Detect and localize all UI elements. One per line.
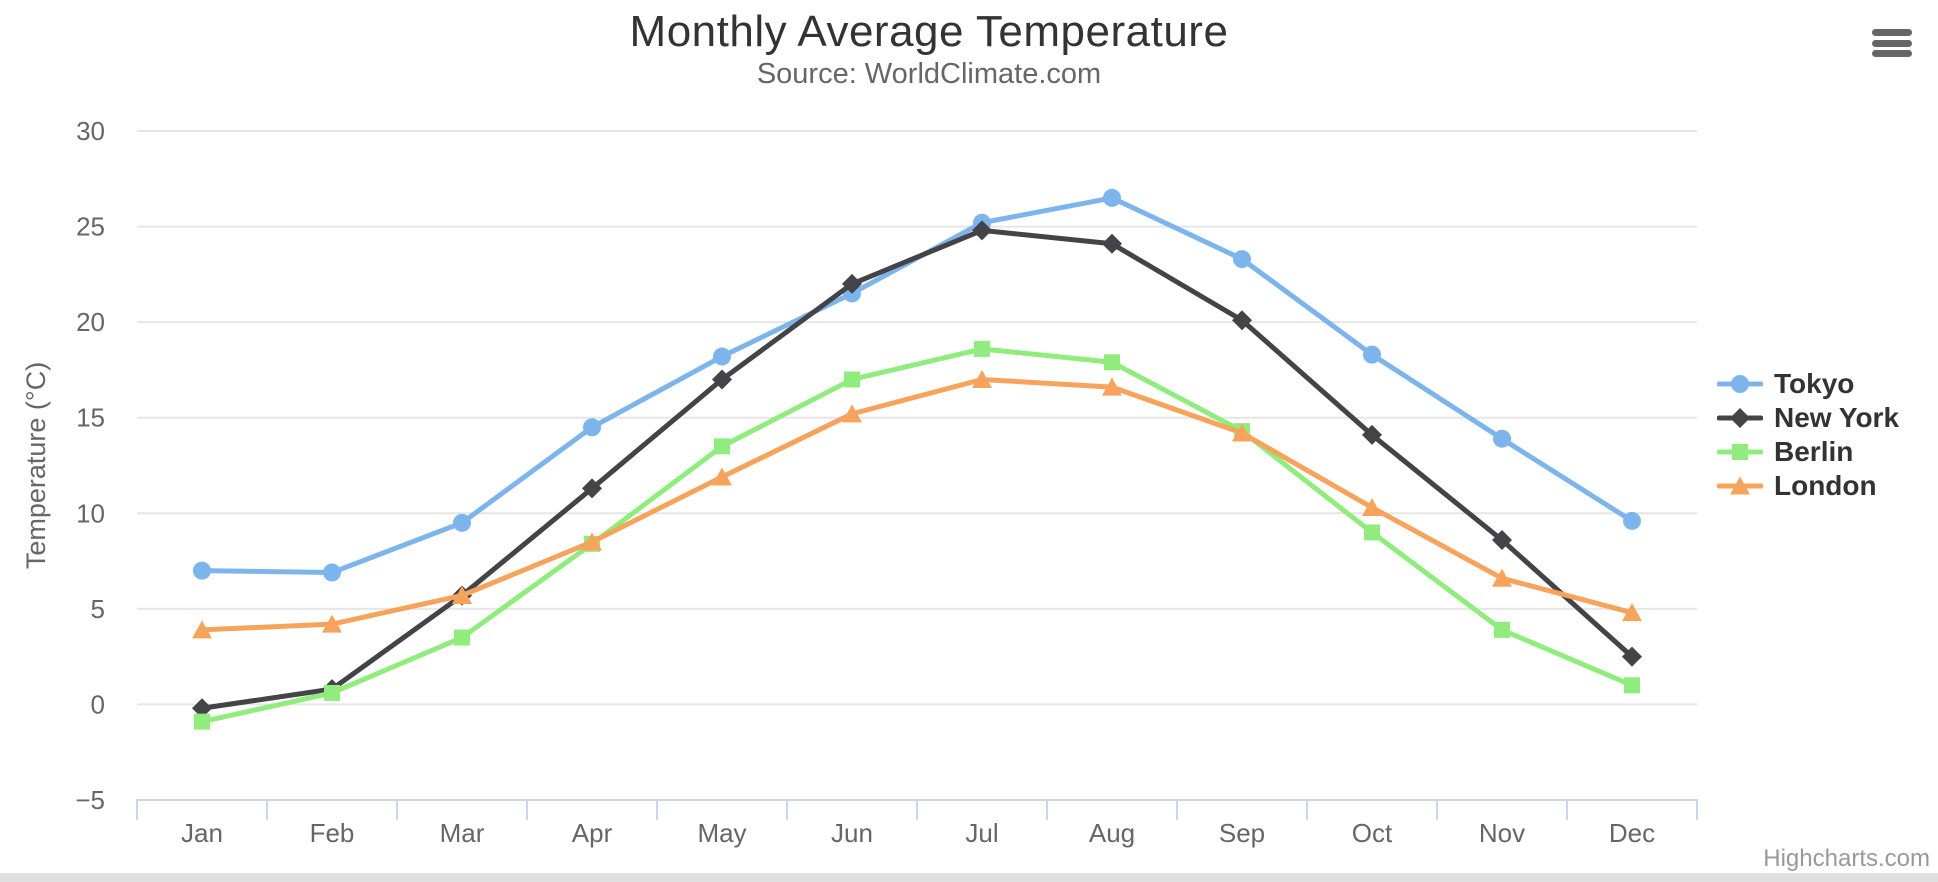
y-axis-tick-label: 30 xyxy=(76,116,105,146)
legend-label: Tokyo xyxy=(1774,368,1855,399)
data-point-tokyo[interactable] xyxy=(583,418,601,437)
x-axis-tick-label: Oct xyxy=(1352,818,1393,848)
series-line-new-york xyxy=(199,227,1635,711)
hamburger-icon xyxy=(1872,50,1912,57)
data-point-new-york[interactable] xyxy=(582,478,602,499)
legend-marker[interactable] xyxy=(1730,476,1750,495)
data-point-berlin[interactable] xyxy=(974,340,990,357)
x-axis-tick-label: Sep xyxy=(1219,818,1265,848)
data-point-new-york[interactable] xyxy=(972,220,992,241)
legend-item-london[interactable]: London xyxy=(1717,469,1899,503)
data-point-london[interactable] xyxy=(1492,568,1512,587)
data-point-tokyo[interactable] xyxy=(1233,250,1251,269)
data-point-tokyo[interactable] xyxy=(1493,429,1511,448)
data-point-new-york[interactable] xyxy=(1102,233,1122,254)
y-axis-tick-label: 10 xyxy=(76,498,105,528)
highcharts-credit[interactable]: Highcharts.com xyxy=(1763,845,1930,872)
x-axis-tick-label: Jan xyxy=(181,818,223,848)
y-axis-title: Temperature (°C) xyxy=(21,362,51,569)
data-point-london[interactable] xyxy=(842,404,862,423)
hamburger-icon xyxy=(1872,29,1912,36)
data-point-berlin[interactable] xyxy=(1104,354,1120,371)
series-line-tokyo xyxy=(199,195,1635,576)
legend-label: London xyxy=(1774,470,1877,501)
data-point-tokyo[interactable] xyxy=(1623,511,1641,530)
x-axis-tick-label: Nov xyxy=(1479,818,1525,848)
data-point-berlin[interactable] xyxy=(1364,524,1380,541)
x-axis-tick-label: Jul xyxy=(965,818,998,848)
data-point-new-york[interactable] xyxy=(1232,310,1252,331)
data-point-london[interactable] xyxy=(582,532,602,551)
y-axis-tick-label: 0 xyxy=(91,689,105,719)
y-axis-tick-label: 15 xyxy=(76,403,105,433)
tokyo-series-icon xyxy=(1717,375,1763,393)
data-point-new-york[interactable] xyxy=(192,698,212,719)
legend-item-berlin[interactable]: Berlin xyxy=(1717,435,1899,469)
legend-marker[interactable] xyxy=(1732,444,1748,460)
x-axis-tick-label: Jun xyxy=(831,818,873,848)
new-york-series-icon xyxy=(1717,408,1763,428)
data-point-london[interactable] xyxy=(192,620,212,639)
x-axis-tick-label: Feb xyxy=(310,818,355,848)
data-point-berlin[interactable] xyxy=(844,371,860,388)
legend: Tokyo New York Berlin London xyxy=(1717,367,1899,503)
x-axis-tick-label: Aug xyxy=(1089,818,1135,848)
data-point-tokyo[interactable] xyxy=(193,561,211,580)
data-point-tokyo[interactable] xyxy=(323,563,341,582)
data-point-london[interactable] xyxy=(972,369,992,388)
x-axis-tick-label: May xyxy=(697,818,746,848)
data-point-london[interactable] xyxy=(1622,603,1642,622)
legend-label: New York xyxy=(1774,402,1900,433)
x-axis-tick-label: Mar xyxy=(440,818,485,848)
data-point-london[interactable] xyxy=(1102,377,1122,396)
data-point-berlin[interactable] xyxy=(1494,621,1510,638)
y-axis-tick-label: 5 xyxy=(91,594,105,624)
page-footer-band xyxy=(0,873,1938,882)
chart-subtitle: Source: WorldClimate.com xyxy=(756,58,1102,90)
data-point-london[interactable] xyxy=(1362,498,1382,517)
data-point-london[interactable] xyxy=(1232,423,1252,442)
data-point-berlin[interactable] xyxy=(324,684,340,701)
berlin-series-icon xyxy=(1717,444,1763,460)
series-line-london xyxy=(199,376,1635,633)
y-axis-tick-label: 25 xyxy=(76,212,105,242)
legend-label: Berlin xyxy=(1774,436,1854,467)
x-axis-tick-label: Apr xyxy=(572,818,613,848)
y-axis-tick-label: −5 xyxy=(75,785,105,815)
data-point-berlin[interactable] xyxy=(1624,677,1640,694)
chart-title: Monthly Average Temperature xyxy=(629,7,1229,56)
legend-marker[interactable] xyxy=(1730,408,1750,428)
london-series-icon xyxy=(1717,476,1763,495)
series-line-berlin xyxy=(199,346,1635,725)
data-point-tokyo[interactable] xyxy=(713,347,731,366)
legend-item-new-york[interactable]: New York xyxy=(1717,401,1899,435)
data-point-berlin[interactable] xyxy=(714,438,730,455)
hamburger-icon xyxy=(1872,39,1912,47)
data-point-tokyo[interactable] xyxy=(1363,345,1381,364)
legend-item-tokyo[interactable]: Tokyo xyxy=(1717,367,1899,401)
legend-marker[interactable] xyxy=(1731,375,1749,393)
data-point-tokyo[interactable] xyxy=(1103,188,1121,207)
data-point-new-york[interactable] xyxy=(1492,530,1512,551)
data-point-berlin[interactable] xyxy=(454,629,470,646)
data-point-new-york[interactable] xyxy=(712,369,732,390)
y-axis-tick-label: 20 xyxy=(76,307,105,337)
export-menu-button[interactable] xyxy=(1872,29,1912,57)
data-point-london[interactable] xyxy=(712,467,732,486)
data-point-london[interactable] xyxy=(452,585,472,604)
data-point-tokyo[interactable] xyxy=(453,513,471,532)
data-point-london[interactable] xyxy=(322,614,342,633)
data-point-new-york[interactable] xyxy=(1362,424,1382,445)
data-point-new-york[interactable] xyxy=(1622,646,1642,667)
data-point-berlin[interactable] xyxy=(194,713,210,730)
x-axis-tick-label: Dec xyxy=(1609,818,1655,848)
data-point-new-york[interactable] xyxy=(842,273,862,294)
